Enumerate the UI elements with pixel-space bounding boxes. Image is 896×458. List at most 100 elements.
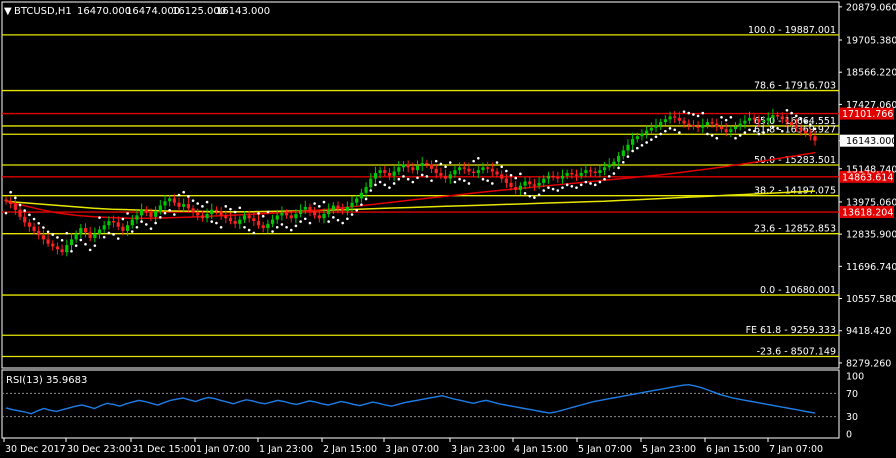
candle-body: [626, 144, 630, 151]
sar-dot: [430, 179, 433, 182]
sar-dot: [575, 186, 578, 189]
parabolic-sar-group: [4, 108, 817, 253]
current-price-label: 16143.000: [846, 136, 896, 147]
sar-dot: [631, 149, 634, 153]
candle-body: [74, 233, 78, 240]
candle-body: [570, 172, 574, 175]
candle-body: [542, 178, 546, 183]
sar-dot: [346, 217, 349, 221]
sar-dot: [603, 177, 606, 181]
sar-dot: [692, 113, 695, 116]
candle-body: [532, 184, 537, 186]
sar-dot: [579, 183, 583, 187]
horizontal-line-price-label: 17101.766: [842, 109, 893, 120]
candle-body: [654, 124, 658, 128]
time-axis-label: 3 Jan 07:00: [385, 444, 439, 455]
sar-dot: [130, 230, 134, 233]
fib-level-label: 78.6 - 17916.703: [754, 81, 836, 92]
candle-body: [556, 177, 560, 179]
candle-body: [284, 212, 289, 216]
candle-body: [149, 212, 153, 217]
sar-dot: [752, 129, 756, 133]
sar-dot: [486, 179, 489, 182]
candle-body: [303, 206, 307, 210]
candle-body: [523, 181, 527, 186]
sar-dot: [453, 180, 457, 184]
price-axis-label: 20879.060: [846, 2, 896, 13]
candle-body: [182, 204, 186, 207]
sar-dot: [458, 177, 461, 181]
candle-body: [453, 170, 457, 175]
candle-body: [701, 124, 705, 128]
sar-dot: [678, 131, 681, 134]
candle-body: [476, 170, 480, 173]
candle-body: [743, 120, 747, 124]
sar-dot: [341, 221, 344, 225]
candle-body: [37, 230, 41, 236]
sar-dot: [505, 169, 508, 173]
candle-body: [158, 205, 162, 212]
sar-dot: [547, 186, 550, 189]
sar-dot: [794, 114, 798, 118]
sar-dot: [500, 165, 503, 169]
fib-level-label: FE 61.8 - 9259.333: [746, 325, 836, 336]
sar-dot: [537, 193, 541, 197]
candle-body: [331, 205, 335, 210]
candle-body: [252, 218, 256, 222]
candle-body: [687, 123, 691, 125]
sar-dot: [570, 184, 574, 188]
sar-dot: [388, 186, 391, 189]
sar-dot: [565, 183, 569, 187]
candle-body: [804, 130, 808, 134]
sar-dot: [593, 183, 597, 187]
sar-dot: [18, 203, 22, 207]
sar-dot: [355, 208, 359, 212]
candle-body: [443, 175, 448, 179]
candle-body: [224, 215, 228, 219]
candle-body: [780, 116, 784, 120]
sar-dot: [271, 230, 274, 233]
price-axis-group: 20879.060 19705.380 18566.220 17427.060 1614…: [839, 2, 896, 369]
candle-body: [111, 221, 116, 223]
candle-body: [364, 187, 368, 193]
sar-dot: [710, 134, 714, 137]
candle-body: [673, 116, 677, 118]
candle-body: [144, 209, 148, 213]
candle-body: [434, 168, 438, 173]
candle-body: [691, 124, 696, 127]
sar-dot: [257, 212, 260, 215]
sar-dot: [790, 111, 793, 115]
sar-dot: [715, 136, 719, 140]
candle-body: [247, 215, 251, 219]
sar-dot: [46, 230, 50, 234]
candle-body: [458, 167, 462, 171]
candle-body: [766, 117, 770, 121]
sar-dot: [126, 212, 129, 215]
ohlc-high: 16474.000: [126, 6, 180, 17]
sar-dot: [14, 196, 17, 200]
time-axis-label: 1 Jan 23:00: [259, 444, 313, 455]
price-axis-label: 13975.060: [846, 197, 896, 208]
sar-dot: [659, 132, 662, 136]
sar-dot: [135, 225, 139, 229]
time-axis-label: 30 Dec 2017: [5, 444, 66, 455]
sar-dot: [439, 162, 443, 166]
candle-body: [172, 198, 176, 203]
rsi-title: RSI(13) 35.9683: [6, 375, 87, 386]
candle-body: [65, 245, 69, 253]
candle-body: [27, 222, 31, 227]
candle-body: [761, 120, 766, 123]
sar-dot: [462, 179, 466, 182]
sar-dot: [467, 182, 471, 185]
sar-dot: [70, 249, 73, 253]
candle-body: [154, 211, 158, 217]
candle-body: [504, 178, 508, 183]
sar-dot: [664, 129, 667, 133]
candle-body: [93, 233, 97, 238]
candle-body: [663, 119, 667, 123]
sar-dot: [374, 183, 377, 187]
sar-dot: [336, 218, 340, 222]
sar-dot: [519, 172, 522, 176]
sar-dot: [477, 156, 480, 160]
candle-body: [500, 174, 504, 179]
